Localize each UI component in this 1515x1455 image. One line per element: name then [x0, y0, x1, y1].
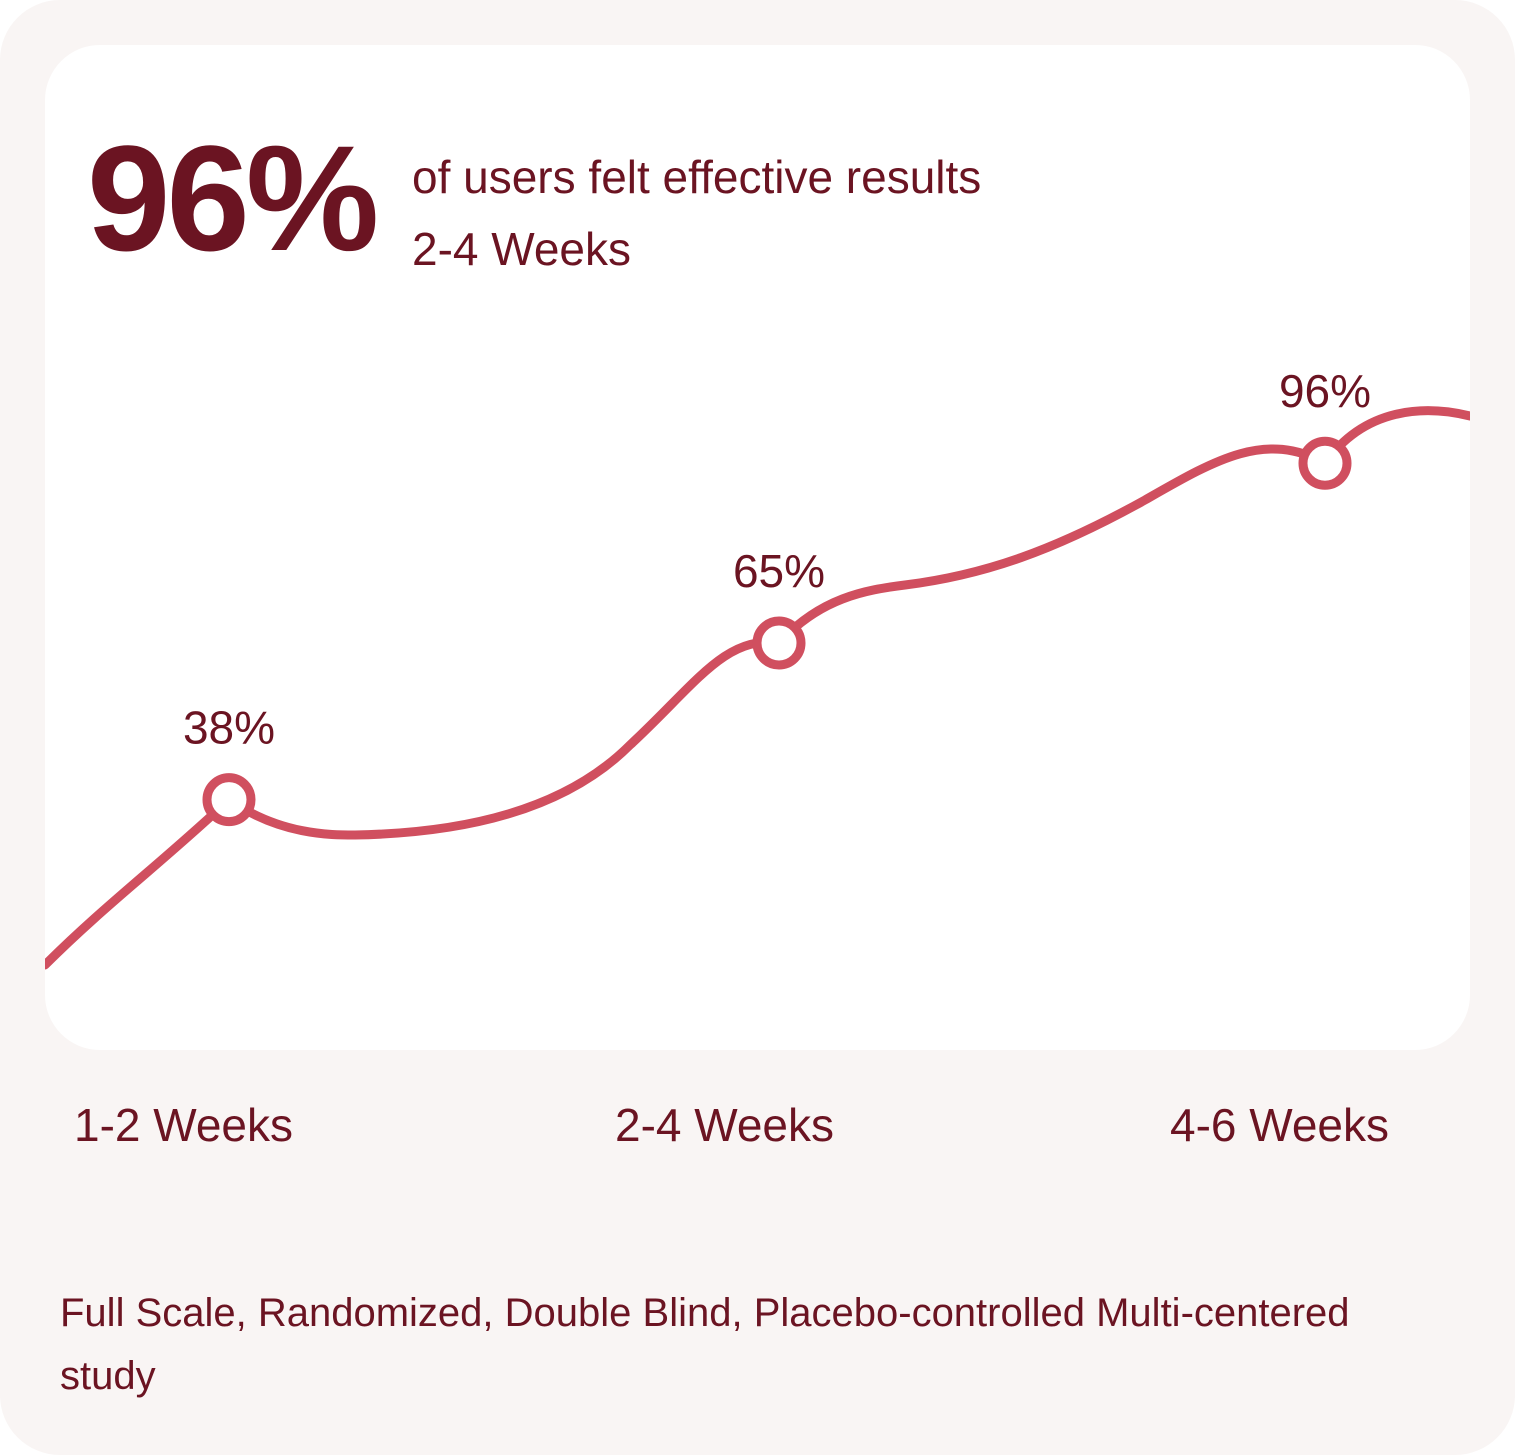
x-axis-labels: 1-2 Weeks 2-4 Weeks 4-6 Weeks	[0, 1100, 1515, 1160]
headline-percentage: 96%	[87, 114, 379, 282]
series-line	[45, 406, 1470, 970]
data-point-marker	[1298, 436, 1352, 490]
study-footnote: Full Scale, Randomized, Double Blind, Pl…	[60, 1291, 1350, 1398]
x-tick-label: 1-2 Weeks	[74, 1099, 294, 1151]
data-point-label: 96%	[1279, 365, 1371, 417]
data-point-label: 38%	[183, 702, 275, 754]
headline-line-2: 2-4 Weeks	[412, 223, 632, 275]
line-chart: 38% 65% 96%	[45, 365, 1470, 970]
headline-description: of users felt effective results 2-4 Week…	[412, 141, 981, 285]
x-tick-label: 4-6 Weeks	[1170, 1099, 1390, 1151]
data-point-marker	[202, 773, 256, 827]
chart-panel: 96% of users felt effective results 2-4 …	[45, 45, 1470, 1050]
data-point-label: 65%	[733, 545, 825, 597]
data-point-marker	[752, 616, 806, 670]
x-tick-label: 2-4 Weeks	[615, 1099, 835, 1151]
headline-line-1: of users felt effective results	[412, 151, 982, 203]
